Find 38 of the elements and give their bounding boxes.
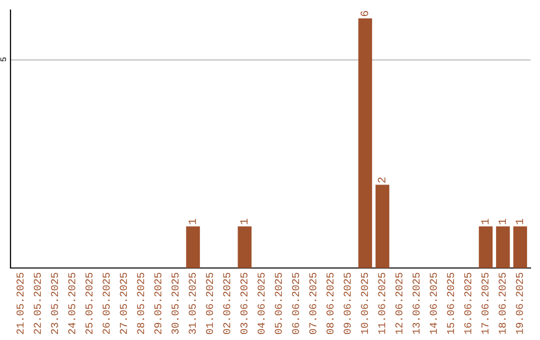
x-tick-label: 12.06.2025 (395, 272, 402, 334)
x-tick-label: 07.06.2025 (309, 272, 316, 334)
x-tick-label: 22.05.2025 (34, 272, 41, 334)
x-tick-label: 19.06.2025 (516, 272, 523, 334)
x-tick-label: 27.05.2025 (120, 272, 127, 334)
x-tick-label: 31.05.2025 (188, 272, 196, 334)
data-label: 1 (481, 218, 489, 224)
data-label: 1 (516, 218, 524, 224)
x-tick-label: 17.06.2025 (481, 272, 489, 334)
data-label: 1 (498, 218, 506, 224)
x-tick-label: 23.05.2025 (50, 272, 58, 334)
x-tick-label: 08.06.2025 (326, 272, 334, 334)
x-tick-label: 03.06.2025 (240, 272, 248, 334)
x-tick-label: 25.05.2025 (85, 272, 92, 334)
x-tick-label: 14.06.2025 (430, 272, 437, 334)
x-tick-label: 28.05.2025 (137, 272, 144, 334)
x-tick-label: 21.05.2025 (16, 272, 24, 334)
data-label: 1 (188, 218, 196, 224)
x-tick-label: 26.05.2025 (102, 272, 110, 334)
y-tick-label: 5 (0, 57, 6, 62)
x-tick-label: 04.06.2025 (258, 272, 265, 334)
x-tick-label: 01.06.2025 (206, 272, 214, 334)
data-label: 1 (240, 218, 248, 224)
x-tick-label: 30.05.2025 (172, 272, 179, 334)
x-tick-label: 29.05.2025 (154, 272, 162, 334)
x-tick-label: 13.06.2025 (412, 272, 420, 334)
x-tick-label: 10.06.2025 (360, 272, 368, 334)
x-tick-label: 24.05.2025 (68, 272, 76, 334)
x-tick-label: 02.06.2025 (223, 272, 230, 334)
x-tick-label: 06.06.2025 (292, 272, 300, 334)
x-tick-label: 09.06.2025 (344, 272, 351, 334)
x-tick-label: 18.06.2025 (498, 272, 506, 334)
data-label: 6 (360, 10, 368, 16)
x-tick-label: 05.06.2025 (274, 272, 282, 334)
x-tick-label: 15.06.2025 (447, 272, 454, 334)
x-tick-label: 16.06.2025 (464, 272, 472, 334)
data-label: 2 (378, 178, 386, 183)
x-tick-label: 11.06.2025 (378, 272, 386, 334)
